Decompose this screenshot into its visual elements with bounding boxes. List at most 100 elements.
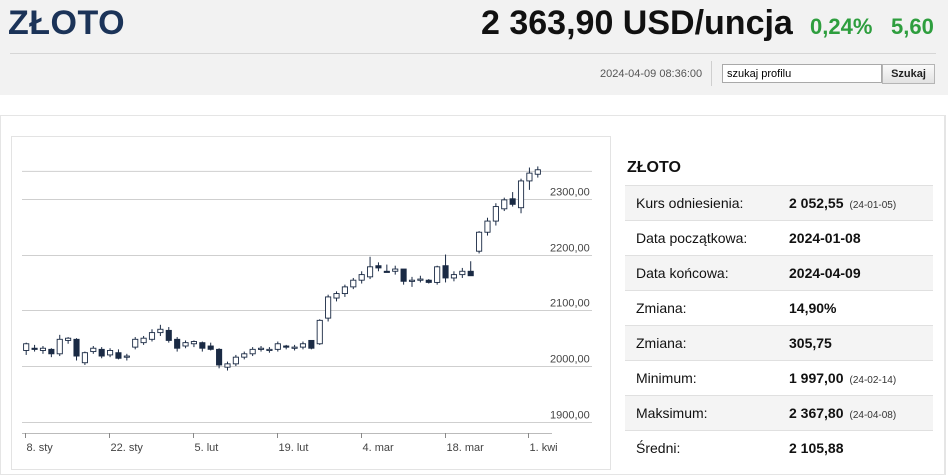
candle-body — [65, 337, 72, 341]
x-tick-label: 5. lut — [195, 442, 219, 454]
quote-timestamp: 2024-04-09 08:36:00 — [600, 68, 703, 80]
candle-body — [492, 206, 499, 222]
candle-body — [123, 355, 130, 358]
candle-body — [526, 172, 533, 182]
price-chart: 1900,00 2000,00 2100,00 2200,00 2300,00 8. st… — [22, 166, 592, 454]
summary-label: Maksimum: — [625, 395, 789, 431]
y-tick-label: 2300,00 — [550, 187, 590, 199]
y-tick-label: 2200,00 — [550, 243, 590, 255]
candle-body — [274, 343, 281, 350]
candle-body — [283, 345, 290, 348]
candle-body — [517, 180, 525, 209]
candle-body — [484, 220, 491, 233]
candle-body — [266, 348, 273, 351]
candle-body — [232, 356, 239, 365]
summary-value: 2 367,80 (24-04-08) — [789, 395, 933, 431]
summary-row: Kurs odniesienia: 2 052,55 (24-01-05) — [625, 185, 933, 221]
candle-body — [132, 338, 139, 348]
candle-body — [367, 266, 374, 278]
page-title: ZŁOTO — [8, 4, 126, 42]
summary-value-text: 2 367,80 — [789, 405, 844, 421]
toolbar-separator — [711, 61, 712, 86]
candle-body — [48, 348, 55, 355]
candle-body — [140, 337, 147, 344]
candle-body — [148, 332, 156, 340]
summary-row: Zmiana: 14,90% — [625, 290, 933, 326]
summary-row: Minimum: 1 997,00 (24-02-14) — [625, 360, 933, 396]
candle-body — [224, 363, 231, 368]
change-absolute: 5,60 — [891, 14, 934, 39]
candle-body — [73, 338, 80, 357]
candle-body — [450, 274, 457, 279]
x-tick-label: 1. kwi — [530, 442, 558, 454]
summary-value: 305,75 — [789, 325, 933, 361]
candle-body — [476, 231, 483, 252]
x-tick-label: 22. sty — [111, 442, 144, 454]
candle-body — [216, 348, 223, 366]
candle-body — [107, 350, 114, 356]
candle-body — [98, 348, 105, 357]
candle-body — [241, 353, 248, 358]
candle-body — [434, 266, 441, 283]
summary-row: Zmiana: 305,75 — [625, 325, 933, 361]
summary-value-text: 2 052,55 — [789, 195, 844, 211]
candle-body — [417, 278, 424, 281]
summary-date: (24-01-05) — [849, 200, 897, 211]
candle-body — [316, 319, 323, 345]
candle-body — [341, 286, 348, 295]
summary-row: Data początkowa: 2024-01-08 — [625, 220, 933, 256]
candle-body — [325, 296, 332, 319]
search-button[interactable]: Szukaj — [882, 64, 935, 84]
search-input[interactable] — [722, 64, 882, 83]
summary-label: Średni: — [625, 430, 789, 465]
candle-body — [165, 329, 172, 341]
summary-label: Data początkowa: — [625, 220, 789, 256]
y-tick-label: 2000,00 — [550, 354, 590, 366]
candle-body — [39, 347, 47, 351]
candle-body — [383, 270, 390, 273]
candle-body — [375, 265, 382, 269]
candle-body — [425, 279, 432, 283]
summary-row: Średni: 2 105,88 — [625, 430, 933, 465]
candle-body — [358, 274, 365, 281]
summary-value-text: 2 105,88 — [789, 440, 844, 456]
change-percent: 0,24% — [810, 14, 873, 39]
candle-body — [81, 352, 88, 364]
candle-body — [534, 169, 541, 175]
candle-body — [23, 343, 30, 351]
summary-value: 2024-01-08 — [789, 220, 933, 256]
summary-table: Kurs odniesienia: 2 052,55 (24-01-05) Data … — [625, 185, 933, 465]
summary-value-text: 1 997,00 — [789, 370, 844, 386]
candle-body — [392, 268, 399, 272]
candle-body — [182, 342, 189, 347]
candle-body — [190, 341, 197, 345]
summary-row: Data końcowa: 2024-04-09 — [625, 255, 933, 291]
summary-value: 14,90% — [789, 290, 933, 326]
summary-value-text: 14,90% — [789, 300, 837, 316]
x-tick-label: 19. lut — [279, 442, 309, 454]
summary-label: Zmiana: — [625, 290, 789, 326]
candle-body — [350, 279, 357, 288]
price-quote: 2 363,90 USD/uncja — [481, 4, 793, 42]
summary-label: Minimum: — [625, 360, 789, 396]
candle-body — [90, 347, 97, 353]
header-divider — [10, 53, 936, 54]
summary-value-text: 2024-04-09 — [789, 265, 861, 281]
summary-value-text: 2024-01-08 — [789, 230, 861, 246]
candle-body — [174, 338, 181, 349]
candle-body — [442, 265, 449, 279]
candle-body — [467, 270, 474, 277]
summary-label: Zmiana: — [625, 325, 789, 361]
summary-value: 2 105,88 — [789, 430, 933, 465]
y-tick-label: 2100,00 — [550, 298, 590, 310]
candle-body — [56, 338, 63, 355]
summary-title: ZŁOTO — [627, 159, 681, 176]
candle-body — [157, 328, 164, 334]
candle-body — [257, 347, 265, 350]
candle-body — [291, 346, 298, 349]
candle-body — [207, 345, 214, 350]
candle-body — [115, 352, 122, 359]
summary-date: (24-04-08) — [849, 410, 897, 421]
x-tick-label: 8. sty — [27, 442, 54, 454]
summary-value: 2 052,55 (24-01-05) — [789, 185, 933, 221]
